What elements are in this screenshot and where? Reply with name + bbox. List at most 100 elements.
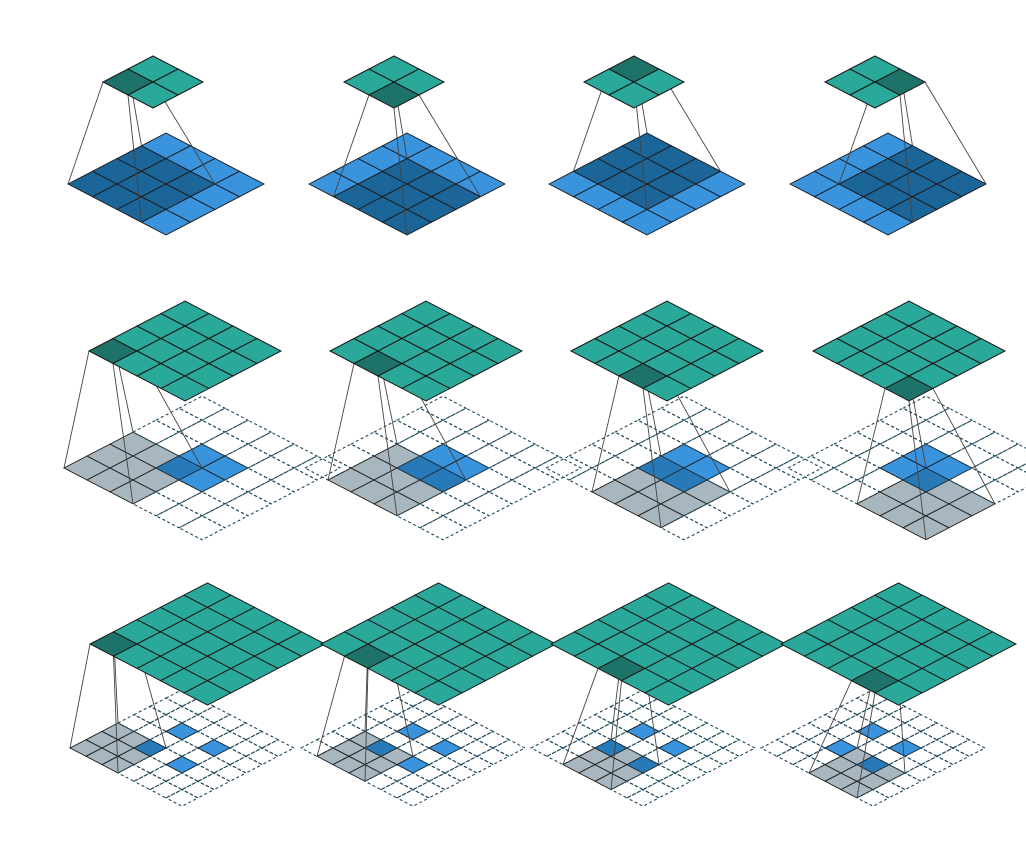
padding-cell <box>372 419 422 445</box>
padding-cell <box>148 763 184 782</box>
connector-line <box>924 81 987 185</box>
padding-cell <box>164 705 200 724</box>
padding-cell <box>593 722 629 741</box>
connector-line <box>591 375 620 493</box>
padding-cell <box>682 407 732 433</box>
padding-cell <box>418 515 468 541</box>
connector-line <box>908 400 927 540</box>
padding-cell <box>855 689 891 708</box>
padding-cell <box>545 730 581 749</box>
input-grid <box>544 395 824 541</box>
padding-cell <box>871 697 907 716</box>
input-cell <box>165 755 199 774</box>
padding-cell <box>427 755 463 774</box>
padding-cell <box>855 705 891 724</box>
padding-cell <box>196 755 232 774</box>
padding-cell <box>132 722 168 741</box>
input-grid <box>69 689 296 807</box>
padding-cell <box>148 780 184 799</box>
input-grid <box>548 132 746 236</box>
padding-cell <box>1016 463 1026 473</box>
output-cell <box>472 337 524 365</box>
padding-cell <box>728 431 778 457</box>
padding-cell <box>116 714 152 733</box>
padding-cell <box>544 455 594 481</box>
padding-cell <box>441 407 491 433</box>
padding-cell <box>625 689 661 708</box>
kernel-overlay <box>661 468 707 492</box>
padding-cell <box>636 407 686 433</box>
input-grid <box>67 132 265 236</box>
padding-cell <box>839 714 875 733</box>
padding-cell <box>395 788 431 807</box>
padding-cell <box>228 739 264 757</box>
padding-cell <box>180 697 216 716</box>
padding-cell <box>689 755 725 774</box>
padding-cell <box>839 697 875 716</box>
padding-cell <box>613 419 663 445</box>
padding-cell <box>200 407 250 433</box>
padding-cell <box>487 479 537 505</box>
padding-cell <box>418 419 468 445</box>
padding-cell <box>728 455 778 481</box>
padding-cell <box>379 714 415 733</box>
padding-cell <box>809 443 859 469</box>
output-grid <box>88 582 327 706</box>
padding-cell <box>673 730 709 749</box>
padding-cell <box>212 763 248 782</box>
padding-cell <box>970 455 1020 481</box>
padding-cell <box>379 763 415 782</box>
padding-cell <box>809 467 859 493</box>
padding-cell <box>751 467 801 493</box>
output-grid <box>87 300 283 402</box>
padding-cell <box>441 503 491 529</box>
padding-cell <box>855 739 891 757</box>
padding-cell <box>641 714 677 733</box>
padding-cell <box>395 739 431 757</box>
padding-cell <box>832 455 882 481</box>
padding-cell <box>625 705 661 724</box>
padding-cell <box>705 747 741 766</box>
padding-cell <box>475 747 511 766</box>
padding-cell <box>903 747 939 766</box>
padding-cell <box>260 739 296 757</box>
padding-cell <box>244 747 280 766</box>
padding-cell <box>855 419 905 445</box>
padding-cell <box>212 747 248 766</box>
padding-cell <box>411 697 447 716</box>
output-cell <box>231 337 283 365</box>
padding-cell <box>177 515 227 541</box>
padding-cell <box>292 455 342 481</box>
padding-cell <box>228 722 264 741</box>
input-grid <box>786 395 1026 541</box>
padding-cell <box>180 780 216 799</box>
padding-cell <box>775 730 811 749</box>
padding-cell <box>363 705 399 724</box>
input-cell <box>428 739 462 757</box>
row-transposed-convolution-strided <box>69 582 1018 807</box>
padding-cell <box>427 722 463 741</box>
padding-cell <box>246 455 296 481</box>
padding-cell <box>177 395 227 421</box>
connector-line <box>418 94 481 197</box>
panel-2 <box>308 55 506 236</box>
padding-cell <box>728 479 778 505</box>
padding-cell <box>901 395 951 421</box>
padding-cell <box>411 780 447 799</box>
padding-cell <box>154 407 204 433</box>
padding-cell <box>839 730 875 749</box>
kernel-overlay <box>903 468 949 492</box>
padding-cell <box>395 689 431 708</box>
kernel-overlay <box>857 756 889 773</box>
kernel-overlay <box>365 739 397 757</box>
padding-cell <box>659 395 709 421</box>
connector-line <box>856 692 876 798</box>
padding-cell <box>673 763 709 782</box>
connector-line <box>316 656 345 757</box>
panel-2 <box>303 300 583 541</box>
connector-line <box>932 388 996 505</box>
padding-cell <box>379 730 415 749</box>
padding-cell <box>657 705 693 724</box>
kernel-overlay <box>156 456 202 480</box>
padding-cell <box>625 739 661 757</box>
